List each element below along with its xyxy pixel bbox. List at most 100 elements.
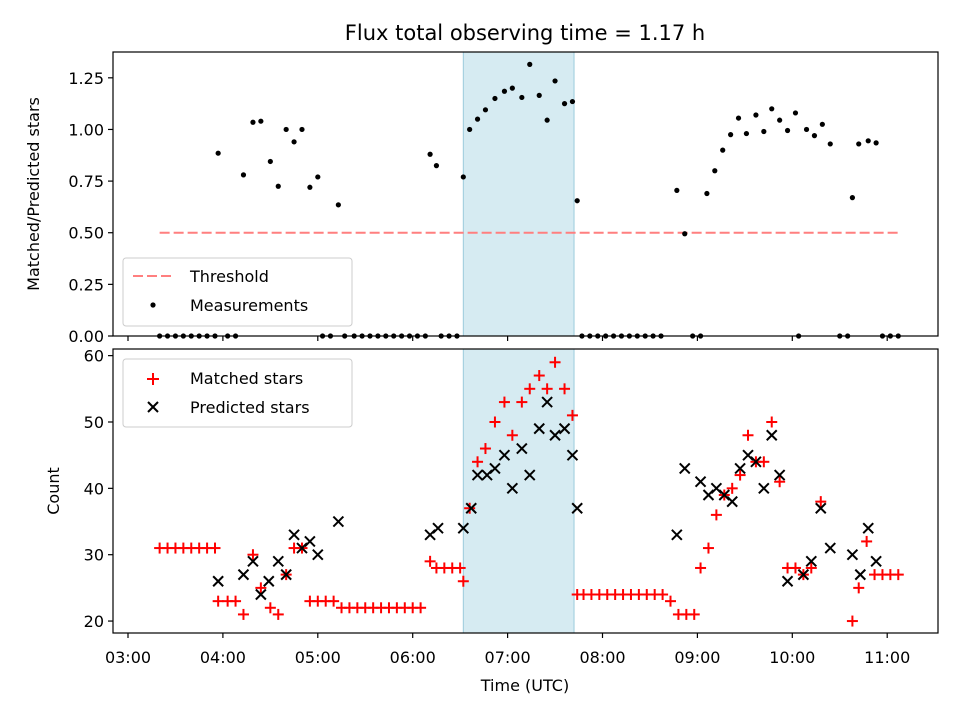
predicted-point-36	[734, 462, 746, 475]
predicted-legend-swatch	[147, 401, 159, 413]
bottom-y-axis: 20 30 40 50 60	[84, 347, 113, 631]
measurement-point-12	[250, 119, 256, 125]
matched-point-45	[506, 429, 518, 441]
predicted-stars-points	[212, 396, 882, 601]
measurement-point-19	[307, 184, 313, 190]
matched-point-13	[255, 582, 267, 594]
matched-point-42	[479, 443, 491, 455]
predicted-point-24	[541, 396, 553, 408]
xtick-label-2: 05:00	[295, 648, 341, 667]
top-ytick-label-4: 1.00	[68, 120, 104, 139]
measurement-point-20	[315, 174, 321, 180]
matched-point-44	[498, 396, 510, 408]
matched-point-43	[489, 416, 501, 428]
matched-point-40	[464, 502, 476, 514]
top-y-axis-label: Matched/Predicted stars	[24, 97, 43, 291]
predicted-point-28	[571, 502, 583, 514]
measurement-point-71	[712, 168, 718, 174]
measurement-point-54	[574, 198, 580, 204]
matched-point-47	[524, 383, 536, 395]
measurement-point-15	[275, 183, 281, 189]
matched-point-83	[805, 562, 817, 574]
predicted-point-29	[671, 529, 683, 541]
predicted-point-11	[332, 515, 345, 528]
predicted-point-47	[846, 548, 859, 561]
measurement-point-74	[735, 115, 742, 121]
matched-legend-swatch	[147, 373, 159, 385]
matched-point-33	[415, 602, 427, 614]
bottom-x-axis: 03:00 04:00 05:00 06:00 07:00 08:00 09:00 10:00…	[105, 633, 910, 667]
matched-point-68	[688, 608, 700, 620]
top-panel: 0.00 0.25 0.50 0.75 1.00 1.25 Matched/Predict…	[24, 51, 939, 346]
matched-point-79	[774, 476, 786, 488]
predicted-point-45	[815, 502, 827, 514]
top-highlight-span	[462, 51, 575, 337]
matched-point-70	[702, 542, 714, 554]
measurement-point-46	[509, 85, 515, 91]
top-ytick-label-5: 1.25	[68, 69, 104, 88]
predicted-point-9	[304, 535, 316, 548]
xtick-label-5: 08:00	[579, 648, 625, 667]
predicted-point-50	[870, 555, 882, 568]
predicted-point-7	[288, 529, 300, 541]
bottom-highlight-span	[462, 348, 575, 634]
matched-point-39	[457, 575, 469, 587]
measurement-point-83	[811, 133, 818, 139]
predicted-point-46	[824, 542, 836, 554]
bottom-ytick-label-1: 30	[84, 546, 104, 565]
top-y-axis: 0.00 0.25 0.50 0.75 1.00 1.25	[68, 69, 113, 346]
predicted-legend-label: Predicted stars	[190, 398, 310, 417]
matched-point-41	[472, 456, 484, 468]
matched-point-81	[789, 562, 801, 574]
measurement-point-85	[827, 141, 833, 147]
matched-point-74	[734, 469, 746, 481]
measurement-point-67	[682, 231, 688, 237]
measurement-point-41	[467, 126, 473, 133]
predicted-point-26	[558, 422, 571, 435]
measurement-point-13	[258, 118, 264, 124]
matched-point-77	[758, 456, 770, 468]
bottom-ytick-label-0: 20	[84, 612, 104, 631]
matched-point-10	[230, 595, 242, 607]
predicted-point-25	[549, 429, 561, 441]
chart-title: Flux total observing time = 1.17 h	[345, 21, 705, 45]
measurement-point-50	[544, 117, 550, 123]
predicted-point-43	[797, 568, 810, 581]
measurement-point-52	[561, 101, 568, 107]
measurement-point-43	[482, 107, 489, 113]
xtick-label-6: 09:00	[674, 648, 720, 667]
matched-point-73	[726, 482, 738, 494]
measurement-point-75	[743, 130, 750, 137]
predicted-point-3	[255, 588, 267, 601]
matched-point-15	[272, 608, 284, 620]
predicted-point-40	[766, 429, 778, 441]
matched-point-71	[710, 509, 722, 521]
bottom-legend: Matched stars Predicted stars	[122, 358, 353, 428]
measurements-legend-label: Measurements	[190, 296, 308, 315]
bottom-ytick-label-4: 60	[84, 347, 104, 366]
measurement-point-80	[784, 127, 791, 134]
predicted-point-49	[862, 522, 874, 534]
predicted-point-1	[237, 568, 250, 581]
matched-point-12	[247, 549, 259, 561]
bottom-y-axis-label: Count	[44, 467, 63, 515]
predicted-point-4	[263, 575, 275, 587]
x-axis-label: Time (UTC)	[480, 676, 569, 695]
measurement-point-17	[291, 139, 297, 145]
matched-point-64	[657, 589, 669, 601]
matched-point-91	[892, 569, 904, 581]
measurement-point-81	[792, 110, 799, 116]
bottom-ytick-label-3: 50	[84, 413, 104, 432]
matched-point-50	[549, 356, 561, 368]
predicted-point-20	[506, 482, 519, 495]
measurement-point-18	[299, 126, 305, 133]
matched-point-46	[516, 396, 528, 408]
matched-point-49	[541, 383, 553, 395]
predicted-point-5	[272, 555, 284, 568]
predicted-point-21	[516, 442, 528, 455]
measurement-point-79	[777, 117, 783, 123]
matched-point-48	[533, 370, 545, 382]
predicted-point-35	[726, 495, 738, 508]
matched-point-69	[695, 562, 707, 574]
matched-point-65	[665, 595, 677, 607]
